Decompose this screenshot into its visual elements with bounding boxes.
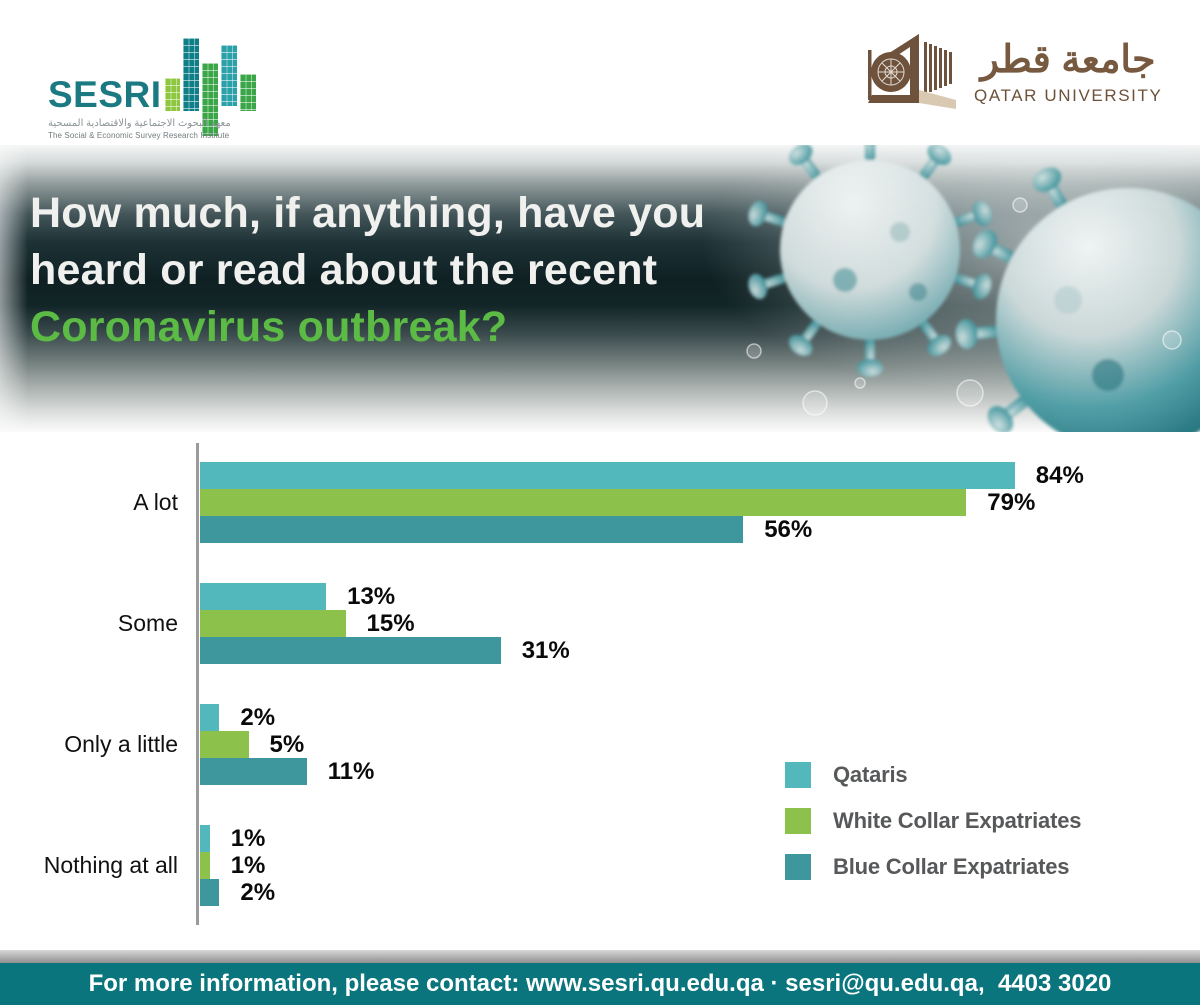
bar-row: 56% [200, 516, 1084, 543]
bar-white-collar-expatriates [200, 731, 249, 758]
bar-qataris [200, 583, 327, 610]
bar-row: 84% [200, 462, 1084, 489]
category-label: A lot [133, 489, 178, 515]
question-line-1: How much, if anything, have you [30, 189, 706, 237]
bar-value-label: 5% [269, 730, 305, 758]
legend-item: Blue Collar Expatriates [785, 854, 1081, 880]
bar-groups: A lot 84% 79% 56% Some 13% 15% 31% Only a little… [0, 462, 1200, 946]
category-bars: 13% 15% 31% [197, 583, 570, 664]
qu-arabic-name: جامعة قطر [980, 39, 1156, 81]
people-column-icon [221, 45, 237, 106]
bar-group: Some 13% 15% 31% [0, 583, 1200, 664]
bar-value-label: 11% [327, 757, 375, 785]
bar-value-label: 56% [764, 515, 813, 543]
bar-white-collar-expatriates [200, 852, 210, 879]
legend-label: Qataris [833, 762, 908, 787]
bar-row: 79% [200, 489, 1084, 516]
category-label: Some [117, 610, 178, 636]
bar-value-label: 31% [521, 636, 570, 664]
bar-value-label: 79% [987, 488, 1036, 516]
survey-question: How much, if anything, have you heard or… [30, 185, 705, 356]
legend-label: White Collar Expatriates [833, 808, 1082, 833]
people-column-icon [165, 78, 180, 111]
coronavirus-icon [746, 145, 1200, 432]
legend-swatch [785, 854, 811, 880]
footer-contact-bar: For more information, please contact: ww… [0, 963, 1200, 1005]
bar-blue-collar-expatriates [200, 879, 220, 906]
bar-qataris [200, 704, 220, 731]
category-bars: 1% 1% 2% [197, 825, 275, 906]
bar-row: 1% [200, 852, 275, 879]
bar-row: 5% [200, 731, 374, 758]
legend-item: White Collar Expatriates [785, 808, 1081, 834]
qu-english-name: QATAR UNIVERSITY [974, 86, 1163, 105]
bar-row: 13% [200, 583, 570, 610]
qu-building-emblem-icon [868, 34, 956, 109]
bar-qataris [200, 462, 1015, 489]
qatar-university-logo: جامعة قطر QATAR UNIVERSITY [862, 30, 1162, 130]
bar-row: 2% [200, 879, 275, 906]
people-column-icon [202, 63, 218, 136]
sesri-tagline: The Social & Economic Survey Research In… [48, 131, 230, 140]
chart-axis-line [196, 443, 199, 925]
footer-contact-text: For more information, please contact: ww… [88, 970, 1112, 997]
bar-value-label: 84% [1035, 461, 1084, 489]
footer: For more information, please contact: ww… [0, 950, 1200, 1005]
legend-swatch [785, 762, 811, 788]
bar-chart: A lot 84% 79% 56% Some 13% 15% 31% Only a little… [0, 432, 1200, 950]
category-bars: 84% 79% 56% [197, 462, 1084, 543]
people-column-icon [183, 38, 199, 111]
bar-row: 31% [200, 637, 570, 664]
bar-value-label: 1% [230, 824, 266, 852]
header-logo-bar: SESRI معهد البحوث الاجتماعية والاقتصادية… [0, 0, 1200, 145]
category-bars: 2% 5% 11% [197, 704, 374, 785]
bar-row: 2% [200, 704, 374, 731]
category-label: Only a little [64, 731, 178, 757]
sesri-wordmark: SESRI [48, 74, 162, 115]
bar-value-label: 1% [230, 851, 266, 879]
bar-row: 1% [200, 825, 275, 852]
chart-legend: Qataris White Collar Expatriates Blue Coll… [785, 762, 1081, 880]
bar-value-label: 2% [240, 703, 276, 731]
sesri-logo: SESRI معهد البحوث الاجتماعية والاقتصادية… [40, 30, 340, 140]
bar-blue-collar-expatriates [200, 758, 307, 785]
question-banner: How much, if anything, have you heard or… [0, 145, 1200, 432]
bar-blue-collar-expatriates [200, 516, 744, 543]
footer-shadow-strip [0, 950, 1200, 963]
bar-white-collar-expatriates [200, 610, 346, 637]
question-highlight: Coronavirus outbreak? [30, 303, 508, 351]
bar-qataris [200, 825, 210, 852]
bar-row: 15% [200, 610, 570, 637]
bar-white-collar-expatriates [200, 489, 967, 516]
bar-group: Nothing at all 1% 1% 2% [0, 825, 1200, 906]
bar-value-label: 2% [240, 878, 276, 906]
people-column-icon [240, 74, 256, 111]
category-label: Nothing at all [43, 852, 178, 878]
legend-item: Qataris [785, 762, 1081, 788]
bar-row: 11% [200, 758, 374, 785]
bar-group: A lot 84% 79% 56% [0, 462, 1200, 543]
bar-blue-collar-expatriates [200, 637, 501, 664]
bar-group: Only a little 2% 5% 11% [0, 704, 1200, 785]
sesri-arabic-name: معهد البحوث الاجتماعية والاقتصادية المسح… [48, 118, 231, 129]
legend-swatch [785, 808, 811, 834]
bar-value-label: 15% [366, 609, 415, 637]
bar-value-label: 13% [347, 582, 396, 610]
legend-label: Blue Collar Expatriates [833, 854, 1070, 879]
question-line-2: heard or read about the recent [30, 246, 658, 294]
